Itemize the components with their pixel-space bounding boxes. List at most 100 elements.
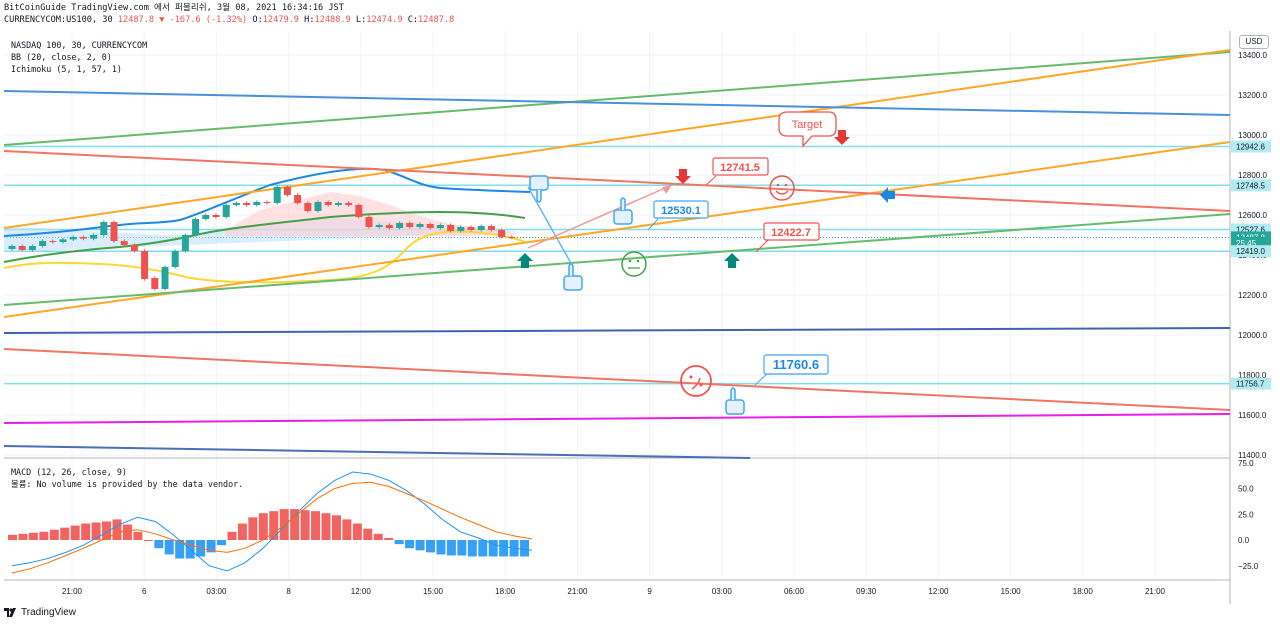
projection-line-up xyxy=(527,184,673,249)
candle xyxy=(467,227,475,230)
candle xyxy=(222,205,230,217)
macd-bar xyxy=(300,510,310,540)
target-callout[interactable]: Target xyxy=(778,111,837,148)
price-tick-label: 11600.0 xyxy=(1238,411,1267,420)
currency-button[interactable]: USD xyxy=(1239,35,1269,49)
macd-bar xyxy=(373,533,383,540)
time-tick-label: 06:00 xyxy=(784,587,805,596)
price-badge: 11756.7 xyxy=(1231,377,1271,390)
time-tick-label: 21:00 xyxy=(567,587,588,596)
macd-bar xyxy=(18,533,28,540)
candle xyxy=(487,226,495,230)
header: BitCoinGuide TradingView.com 에서 퍼블리쉬, 3월… xyxy=(0,0,1280,30)
candle xyxy=(498,230,506,237)
callout-12530[interactable]: 12530.1 xyxy=(647,200,709,231)
time-tick-label: 6 xyxy=(142,587,147,596)
macd-tick-label: −25.0 xyxy=(1238,562,1259,571)
macd-bar xyxy=(488,540,498,557)
callout-12741-text: 12741.5 xyxy=(720,162,760,174)
callout-12741-box xyxy=(712,157,769,176)
candle xyxy=(79,237,87,239)
candle xyxy=(28,246,36,250)
volume-note: 볼륨: No volume is provided by the data ve… xyxy=(11,479,244,489)
target-bubble xyxy=(778,111,837,148)
candle xyxy=(385,225,393,228)
candle xyxy=(59,239,67,242)
macd-bar xyxy=(248,517,258,540)
callout-11760-box xyxy=(763,354,829,375)
callout-12422[interactable]: 12422.7 xyxy=(755,222,820,253)
arrow-left-icon xyxy=(880,187,895,203)
tradingview-logo: TradingView xyxy=(4,607,76,618)
macd-bar xyxy=(499,540,509,557)
time-tick-label: 12:00 xyxy=(928,587,949,596)
callout-12741-pointer xyxy=(705,175,717,186)
candle xyxy=(243,203,251,205)
macd-bar xyxy=(217,540,226,546)
arrow-up-icon xyxy=(724,253,740,268)
price-badge-label: 12942.6 xyxy=(1236,142,1265,151)
price-tick-label: 12800.0 xyxy=(1238,171,1267,180)
candle xyxy=(18,246,26,250)
legend-symbol[interactable]: NASDAQ 100, 30, CURRENCYCOM xyxy=(11,40,148,50)
trend-line-red-lower xyxy=(3,348,1231,411)
legend-ichimoku[interactable]: Ichimoku (5, 1, 57, 1) xyxy=(11,64,122,74)
candle xyxy=(141,251,149,279)
candle xyxy=(457,227,465,231)
candle xyxy=(447,225,455,231)
macd-bar xyxy=(154,540,164,549)
callout-12422-pointer xyxy=(755,239,769,253)
price-badge: 12748.5 xyxy=(1231,179,1271,192)
candle xyxy=(436,225,444,228)
callout-11760-pointer xyxy=(754,372,769,386)
macd-tick-label: 25.0 xyxy=(1238,510,1254,519)
candle xyxy=(294,195,302,203)
price-tick-label: 13400.0 xyxy=(1238,51,1267,60)
price-badge-label: 11756.7 xyxy=(1236,380,1265,389)
price-badges: 12942.612748.512527.612487.825:4512419.0… xyxy=(1231,140,1271,390)
candle xyxy=(477,226,485,230)
candle xyxy=(345,203,353,205)
trend-line-green-upper xyxy=(3,51,1231,146)
trend-line-blue-upper xyxy=(3,90,1231,116)
macd-tick-label: 75.0 xyxy=(1238,459,1254,468)
price-badge-bg xyxy=(1231,377,1271,390)
macd-bar xyxy=(8,534,17,540)
symbol-label: CURRENCYCOM:US100, 30 xyxy=(4,15,113,25)
price-tick-label: 12600.0 xyxy=(1238,211,1267,220)
time-tick-label: 03:00 xyxy=(206,587,227,596)
candle xyxy=(314,202,322,211)
price-tick-label: 12200.0 xyxy=(1238,291,1267,300)
legend-macd[interactable]: MACD (12, 26, close, 9) xyxy=(11,467,127,477)
price-tick-label: 13200.0 xyxy=(1238,91,1267,100)
macd-bar xyxy=(269,511,279,540)
time-tick-label: 21:00 xyxy=(62,587,83,596)
grid-lines xyxy=(4,31,1230,580)
time-tick-label: 18:00 xyxy=(495,587,516,596)
bollinger-basis xyxy=(3,210,526,263)
candle xyxy=(212,215,220,217)
macd-bar xyxy=(133,531,143,540)
candle xyxy=(192,219,200,235)
macd-bar xyxy=(237,523,247,540)
macd-bar xyxy=(164,540,174,555)
macd-axis[interactable]: 75.0 50.0 25.0 0.0 −25.0 xyxy=(1238,459,1259,571)
macd-tick-label: 50.0 xyxy=(1238,485,1254,494)
projection-arrowhead xyxy=(662,185,672,194)
tradingview-logo-text: TradingView xyxy=(21,607,77,618)
open-label: O: xyxy=(252,15,263,25)
pointing-hand-icon xyxy=(529,175,549,203)
trend-line-blue-mid xyxy=(3,327,1231,334)
legend-bollinger[interactable]: BB (20, close, 2, 0) xyxy=(11,52,112,62)
candle xyxy=(100,222,108,235)
candle xyxy=(130,245,138,251)
price-badge-label: 12419.0 xyxy=(1236,247,1265,256)
callout-11760[interactable]: 11760.6 xyxy=(754,354,829,386)
time-axis[interactable]: 21:00 6 03:00 8 12:00 15:00 18:00 21:00 9 03:00 06… xyxy=(62,587,1166,596)
low-label: L: xyxy=(355,15,367,25)
projection-line-down xyxy=(527,186,573,266)
time-tick-label: 9 xyxy=(647,587,652,596)
macd-bar xyxy=(520,540,530,557)
callout-12741[interactable]: 12741.5 xyxy=(705,157,769,186)
